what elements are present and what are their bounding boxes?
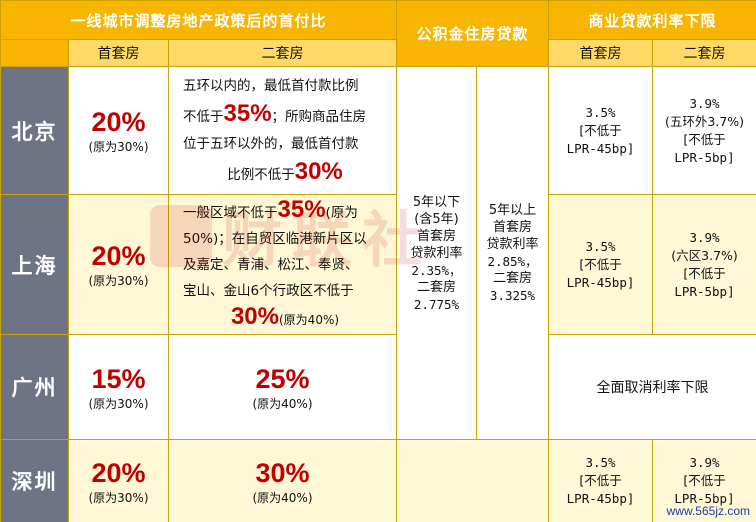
city-guangzhou: 广州 bbox=[0, 334, 69, 440]
shenzhen-first-down-payment: 20% (原为30%) bbox=[68, 439, 169, 522]
comm-first-home-header: 首套房 bbox=[548, 39, 654, 67]
shanghai-first-down-payment: 20% (原为30%) bbox=[68, 194, 169, 335]
shenzhen-comm-second-rate: 3.9% bbox=[689, 455, 720, 470]
provident-fund-header: 公积金住房贷款 bbox=[395, 0, 550, 67]
beijing-second-line3: 位于五环以外的，最低首付款 bbox=[183, 135, 359, 152]
beijing-second-line1: 五环以内的，最低首付款比例 bbox=[183, 77, 359, 94]
guangzhou-second-down-payment: 25% (原为40%) bbox=[168, 334, 397, 440]
beijing-first-note: (原为30%) bbox=[88, 140, 149, 154]
shenzhen-first-note: (原为30%) bbox=[88, 490, 149, 505]
guangzhou-first-down-payment: 15% (原为30%) bbox=[68, 334, 169, 440]
beijing-comm-second-note: (五环外3.7%) bbox=[665, 113, 745, 129]
pf-col1-line: 二套房 bbox=[416, 279, 456, 295]
beijing-comm-second: 3.9% (五环外3.7%) [不低于 LPR-5bp] bbox=[652, 66, 756, 195]
shanghai-second-line2: 50%)；在自贸区临港新片区以 bbox=[183, 230, 367, 247]
pf-col1-line: 首套房 bbox=[416, 228, 456, 244]
provident-fund-over-5y: 5年以上 首套房 贷款利率 2.85%， 二套房 3.325% bbox=[475, 66, 550, 440]
shenzhen-comm-second-lpr: LPR-5bp] bbox=[674, 491, 735, 506]
shanghai-comm-first-floor: [不低于 bbox=[579, 256, 622, 272]
pf-col2-line: 首套房 bbox=[493, 220, 533, 235]
beijing-second-down-payment: 五环以内的，最低首付款比例 不低于35%；所购商品住房 位于五环以外的，最低首付… bbox=[168, 66, 397, 195]
provident-fund-under-5y: 5年以下 (含5年) 首套房 贷款利率 2.35%， 二套房 2.775% bbox=[396, 66, 477, 440]
guangzhou-first-pct: 15% bbox=[91, 363, 146, 394]
shenzhen-second-pct: 30% bbox=[255, 457, 310, 488]
shanghai-second-down-payment: 一般区域不低于35%(原为 50%)；在自贸区临港新片区以 及嘉定、青浦、松江、… bbox=[168, 194, 397, 335]
shenzhen-comm-first: 3.5% [不低于 LPR-45bp] bbox=[548, 439, 654, 522]
pf-col2-rate-first: 2.85%， bbox=[487, 254, 538, 269]
site-watermark: www.565jz.com bbox=[666, 504, 750, 518]
shanghai-second-line4: 宝山、金山6个行政区不低于 bbox=[183, 282, 354, 299]
commercial-rate-header: 商业贷款利率下限 bbox=[548, 0, 756, 40]
pf-col1-line: 5年以下 bbox=[412, 194, 461, 210]
shanghai-comm-second-lpr: LPR-5bp] bbox=[674, 283, 735, 299]
second-home-header: 二套房 bbox=[168, 39, 397, 67]
shenzhen-provident-fund-blank bbox=[395, 439, 550, 522]
pf-col2-rate-second: 3.325% bbox=[489, 288, 536, 303]
beijing-second-pct2: 30% bbox=[294, 157, 343, 185]
shanghai-second-pct1: 35% bbox=[277, 195, 326, 223]
beijing-second-line4: 比例不低于30% bbox=[227, 157, 343, 185]
guangzhou-comm-cancel-floor: 全面取消利率下限 bbox=[548, 334, 756, 440]
beijing-first-down-payment: 20% (原为30%) bbox=[68, 66, 169, 195]
shanghai-first-note: (原为30%) bbox=[88, 274, 149, 288]
corner-blank bbox=[0, 39, 69, 67]
shenzhen-second-note: (原为40%) bbox=[252, 490, 313, 505]
pf-col1-rate-first: 2.35%， bbox=[411, 262, 462, 278]
beijing-first-pct: 20% bbox=[91, 107, 146, 137]
shenzhen-comm-second-floor: [不低于 bbox=[683, 473, 726, 488]
shanghai-comm-second-rate: 3.9% bbox=[689, 229, 720, 245]
pf-col1-line: 贷款利率 bbox=[410, 245, 463, 261]
guangzhou-first-note: (原为30%) bbox=[88, 396, 149, 411]
guangzhou-second-pct: 25% bbox=[255, 363, 310, 394]
first-home-header: 首套房 bbox=[68, 39, 169, 67]
shanghai-comm-first: 3.5% [不低于 LPR-45bp] bbox=[548, 194, 654, 335]
city-beijing: 北京 bbox=[0, 66, 69, 195]
shanghai-second-line3: 及嘉定、青浦、松江、奉贤、 bbox=[183, 256, 359, 273]
shanghai-comm-second-note: (六区3.7%) bbox=[671, 247, 738, 263]
shanghai-comm-second: 3.9% (六区3.7%) [不低于 LPR-5bp] bbox=[652, 194, 756, 335]
shanghai-second-line5: 30%(原为40%) bbox=[230, 302, 340, 330]
shenzhen-comm-second: 3.9% [不低于 LPR-5bp] bbox=[652, 439, 756, 522]
shanghai-first-pct: 20% bbox=[91, 241, 146, 271]
guangzhou-second-note: (原为40%) bbox=[252, 396, 313, 411]
shanghai-comm-first-lpr: LPR-45bp] bbox=[566, 274, 635, 290]
beijing-comm-first-rate: 3.5% bbox=[585, 104, 616, 120]
down-payment-header: 一线城市调整房地产政策后的首付比 bbox=[0, 0, 397, 40]
shenzhen-comm-first-rate: 3.5% bbox=[585, 455, 616, 470]
beijing-comm-second-rate: 3.9% bbox=[689, 95, 720, 111]
beijing-second-pct1: 35% bbox=[223, 99, 272, 127]
shenzhen-second-down-payment: 30% (原为40%) bbox=[168, 439, 397, 522]
beijing-comm-first-lpr: LPR-45bp] bbox=[566, 140, 635, 156]
pf-col1-rate-second: 2.775% bbox=[413, 296, 460, 312]
shenzhen-comm-first-floor: [不低于 bbox=[579, 473, 622, 488]
beijing-comm-second-floor: [不低于 bbox=[683, 131, 726, 147]
shenzhen-first-pct: 20% bbox=[91, 457, 146, 488]
beijing-comm-first: 3.5% [不低于 LPR-45bp] bbox=[548, 66, 654, 195]
beijing-second-line2: 不低于35%；所购商品住房 bbox=[183, 99, 367, 127]
shanghai-comm-first-rate: 3.5% bbox=[585, 238, 616, 254]
beijing-comm-first-floor: [不低于 bbox=[579, 122, 622, 138]
shanghai-comm-second-floor: [不低于 bbox=[683, 265, 726, 281]
city-shanghai: 上海 bbox=[0, 194, 69, 335]
pf-col2-line: 贷款利率 bbox=[486, 237, 539, 252]
city-shenzhen: 深圳 bbox=[0, 439, 69, 522]
pf-col2-line: 二套房 bbox=[493, 271, 533, 286]
shanghai-second-pct2: 30% bbox=[230, 302, 279, 330]
shanghai-second-line1: 一般区域不低于35%(原为 bbox=[183, 195, 358, 223]
pf-col2-line: 5年以上 bbox=[488, 203, 537, 218]
comm-second-home-header: 二套房 bbox=[652, 39, 756, 67]
shenzhen-comm-first-lpr: LPR-45bp] bbox=[566, 491, 635, 506]
pf-col1-line: (含5年) bbox=[414, 211, 459, 227]
beijing-comm-second-lpr: LPR-5bp] bbox=[674, 149, 735, 165]
